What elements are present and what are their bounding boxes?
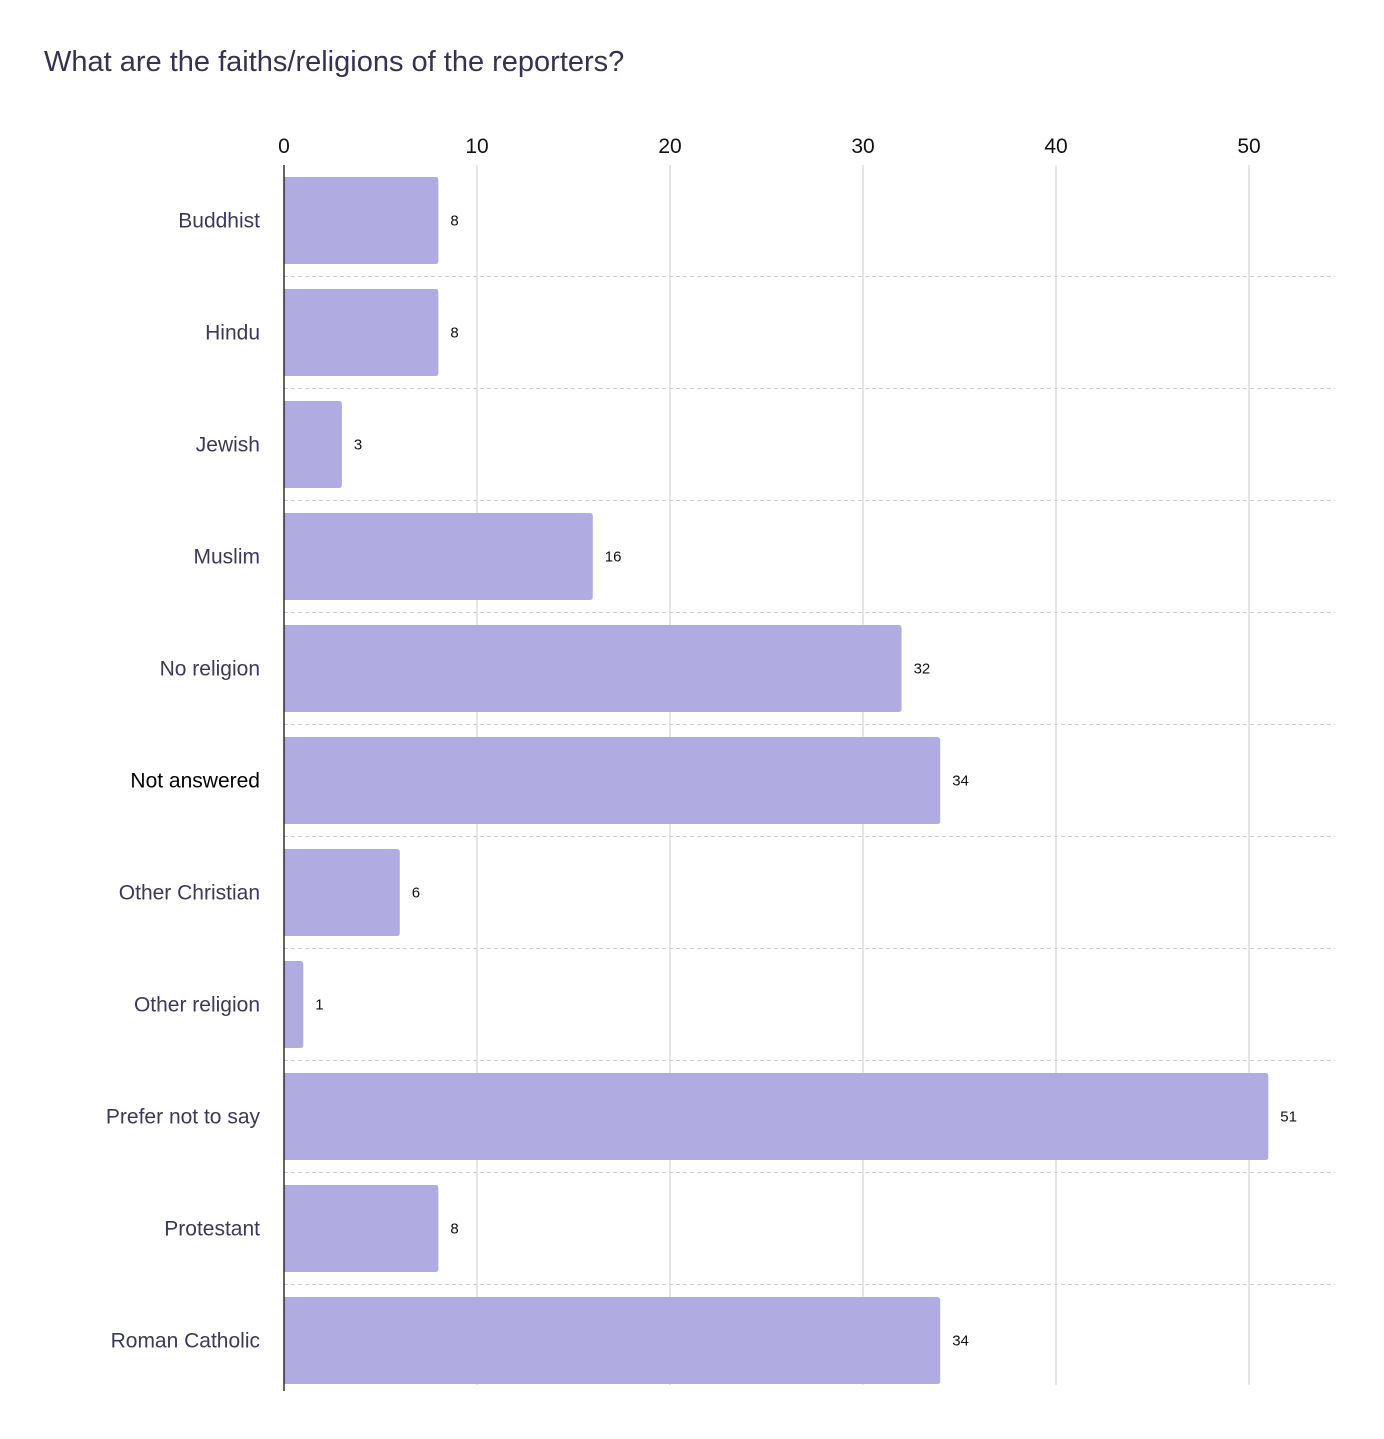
bar-other-christian[interactable] [284,849,400,936]
data-label: 34 [952,1333,969,1350]
data-label: 51 [1280,1109,1297,1126]
category-label: Roman Catholic [111,1330,260,1353]
bar-not-answered[interactable] [284,737,941,824]
category-label: Not answered [130,770,260,793]
bar-jewish[interactable] [284,401,342,488]
bar-muslim[interactable] [284,513,593,600]
category-label: Prefer not to say [106,1106,261,1129]
category-label: No religion [160,658,260,681]
row-separators [284,276,1335,1285]
x-tick-label: 30 [851,135,874,158]
category-label: Other Christian [119,882,260,905]
data-label: 8 [450,213,458,230]
category-label: Jewish [196,434,260,457]
data-label: 1 [315,997,323,1014]
bar-prefer-not-to-say[interactable] [284,1073,1269,1160]
x-tick-label: 0 [278,135,290,158]
data-label: 16 [605,549,622,566]
bar-hindu[interactable] [284,289,439,376]
x-tick-label: 20 [658,135,681,158]
x-tick-label: 40 [1044,135,1067,158]
bar-other-religion[interactable] [284,961,304,1048]
bar-buddhist[interactable] [284,177,439,264]
category-label: Buddhist [178,210,260,233]
x-tick-label: 10 [465,135,488,158]
x-tick-label: 50 [1237,135,1260,158]
category-label: Hindu [205,322,260,345]
bars [284,177,1269,1384]
category-label: Other religion [134,994,260,1017]
chart-title: What are the faiths/religions of the rep… [44,46,625,78]
data-label: 3 [354,437,362,454]
data-label: 8 [450,325,458,342]
category-label: Muslim [194,546,261,569]
bar-protestant[interactable] [284,1185,439,1272]
category-label: Protestant [164,1218,260,1241]
data-label: 8 [450,1221,458,1238]
axis: 0 10 20 30 40 50 [278,135,1261,1391]
bar-roman-catholic[interactable] [284,1297,941,1384]
data-label: 6 [412,885,420,902]
bar-no-religion[interactable] [284,625,902,712]
data-label: 34 [952,773,969,790]
data-label: 32 [914,661,931,678]
